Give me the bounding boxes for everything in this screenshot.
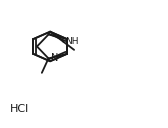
Text: HCl: HCl — [10, 104, 29, 114]
Text: NH: NH — [65, 37, 78, 46]
Text: N: N — [51, 53, 58, 63]
